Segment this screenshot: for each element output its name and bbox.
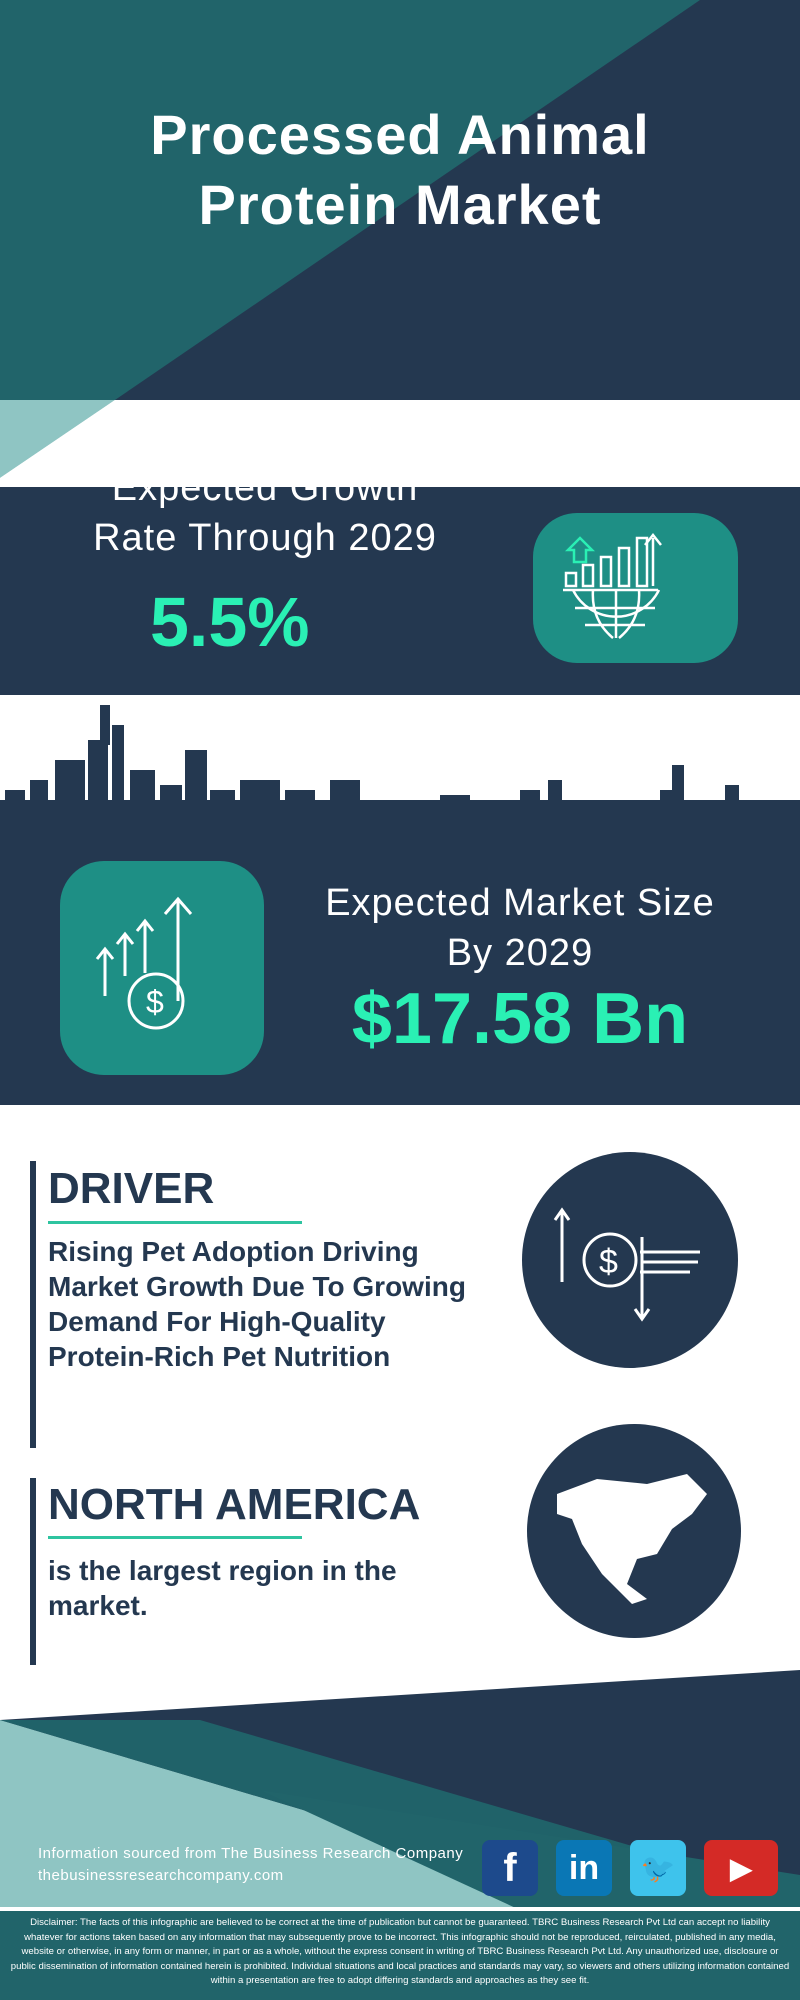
title-line-2: Protein Market: [198, 173, 602, 236]
region-heading: NORTH AMERICA: [48, 1480, 421, 1529]
social-icons: f in 🐦 ▶: [482, 1840, 778, 1896]
region-text: is the largest region in the market.: [48, 1555, 397, 1621]
market-size-label: Expected Market Size By 2029: [300, 878, 740, 978]
north-america-map-icon: [527, 1424, 741, 1638]
title-line-1: Processed Animal: [150, 103, 650, 166]
website-link[interactable]: thebusinessresearchcompany.com: [38, 1867, 284, 1884]
market-size-value: $17.58 Bn: [351, 979, 689, 1059]
market-size-label-line-2: By 2029: [446, 932, 594, 974]
twitter-icon[interactable]: 🐦: [630, 1840, 686, 1896]
dollar-growth-arrows-icon: $: [60, 861, 264, 1075]
youtube-icon[interactable]: ▶: [704, 1840, 778, 1896]
disclaimer: Disclaimer: The facts of this infographi…: [10, 1917, 790, 1986]
page-title: Processed Animal Protein Market: [0, 100, 800, 240]
facebook-icon[interactable]: f: [482, 1840, 538, 1896]
growth-value: 5.5%: [150, 583, 310, 661]
region-underline: [48, 1536, 302, 1539]
growth-label-line-1: Expected Growth: [111, 467, 419, 509]
growth-label-line-2: Rate Through 2029: [93, 517, 437, 559]
driver-underline: [48, 1221, 302, 1224]
market-size-label-line-1: Expected Market Size: [325, 882, 715, 924]
source-text: Information sourced from The Business Re…: [38, 1845, 464, 1862]
svg-text:$: $: [599, 1243, 618, 1281]
growth-label: Expected Growth Rate Through 2029: [60, 463, 470, 563]
svg-text:$: $: [146, 984, 164, 1020]
driver-heading: DRIVER: [48, 1164, 215, 1213]
globe-bar-chart-icon: [533, 513, 738, 663]
linkedin-icon[interactable]: in: [556, 1840, 612, 1896]
source-info: Information sourced from The Business Re…: [38, 1843, 463, 1887]
region-accent-bar: [30, 1478, 36, 1665]
driver-accent-bar: [30, 1161, 36, 1448]
driver-text: Rising Pet Adoption Driving Market Growt…: [48, 1236, 466, 1372]
dollar-exchange-icon: $: [522, 1152, 738, 1368]
city-skyline: [0, 705, 800, 845]
